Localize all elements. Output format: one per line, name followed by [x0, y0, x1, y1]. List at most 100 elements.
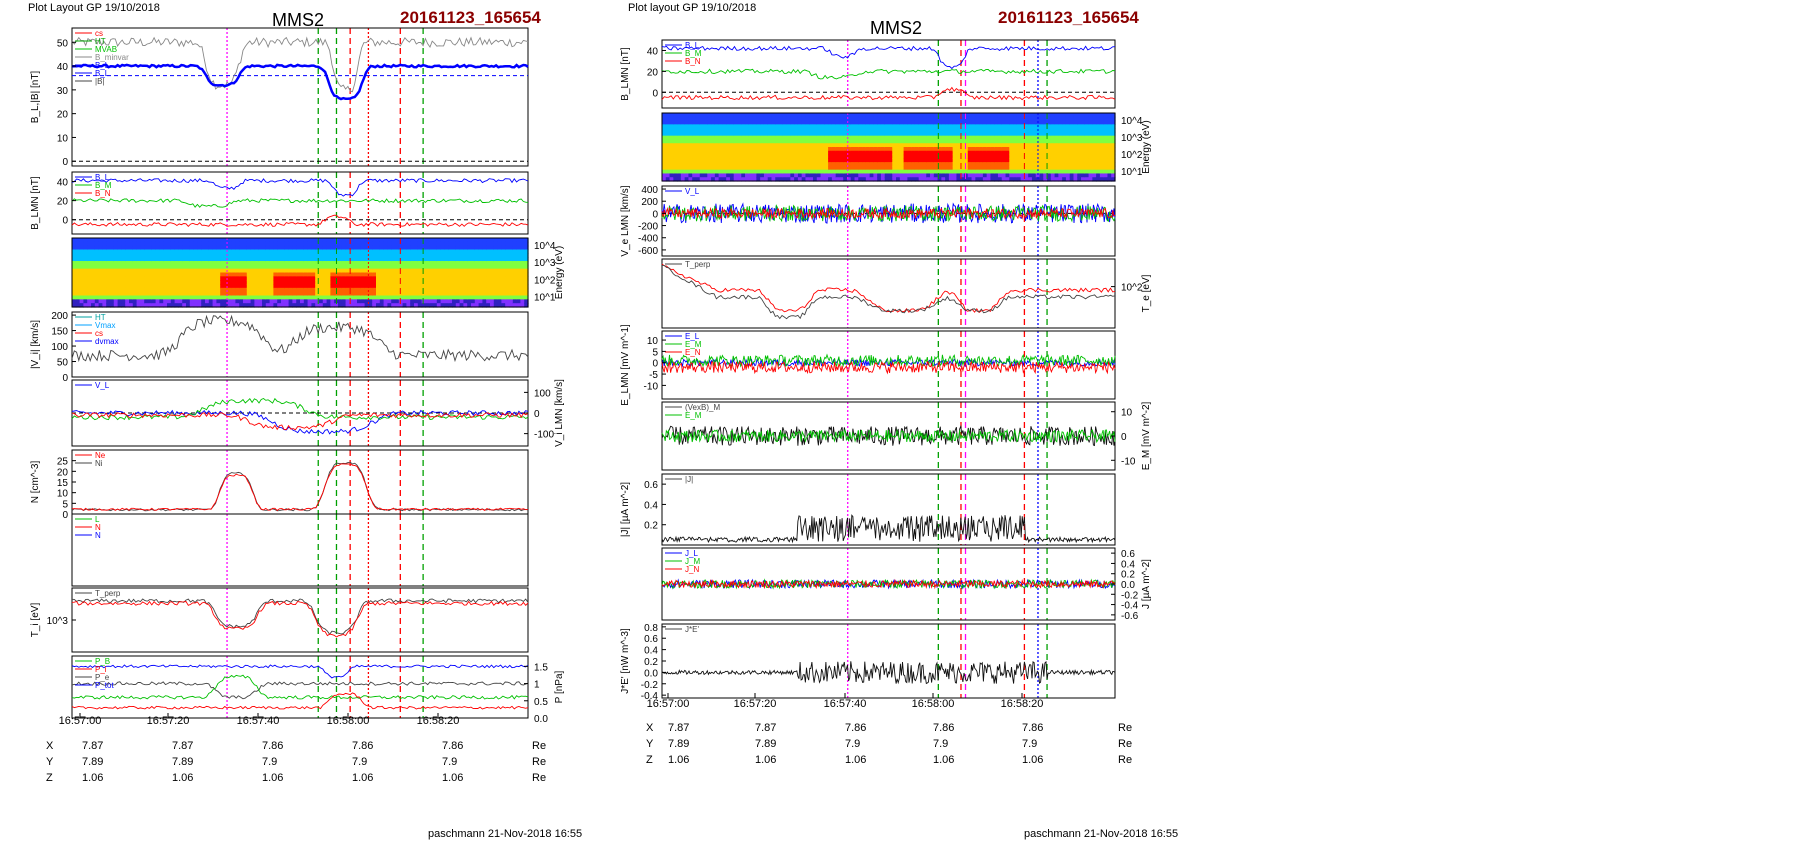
- spectrogram-cell: [865, 162, 871, 167]
- spectrogram-cell: [843, 113, 848, 118]
- spectrogram-cell: [459, 291, 464, 297]
- spectrogram-cell: [121, 272, 126, 277]
- spectrogram-cell: [129, 245, 134, 251]
- spectrogram-cell: [91, 299, 96, 304]
- series-line: [661, 514, 1116, 544]
- spectrogram-cell: [322, 299, 328, 304]
- spectrogram-cell: [918, 169, 924, 175]
- spectrogram-cell: [1043, 139, 1048, 144]
- spectrogram-cell: [406, 245, 411, 251]
- spectrogram-cell: [801, 165, 807, 171]
- spectrogram-cell: [216, 276, 221, 281]
- spectrogram-cell: [695, 135, 701, 141]
- spectrogram-cell: [858, 120, 863, 125]
- spectrogram-cell: [262, 245, 267, 251]
- spectrogram-cell: [490, 303, 495, 308]
- spectrogram-cell: [1058, 173, 1063, 178]
- spectrogram-cell: [501, 299, 506, 304]
- spectrogram-cell: [1088, 139, 1093, 144]
- spectrogram-cell: [87, 264, 92, 270]
- spectrogram-cell: [505, 280, 510, 285]
- spectrogram-cell: [421, 303, 426, 308]
- spectrogram-cell: [748, 169, 754, 175]
- spectrogram-cell: [406, 268, 411, 274]
- spectrogram-cell: [786, 113, 791, 118]
- spectrogram-cell: [1111, 131, 1116, 137]
- spectrogram-cell: [1020, 165, 1025, 171]
- spectrogram-cell: [1092, 165, 1097, 171]
- spectrogram-cell: [816, 169, 822, 175]
- spectrogram-cell: [174, 284, 179, 289]
- spectrogram-cell: [775, 162, 780, 167]
- spectrogram-cell: [760, 116, 765, 122]
- spectrogram-cell: [1035, 162, 1041, 167]
- spectrogram-cell: [292, 238, 297, 243]
- spectrogram-cell: [1020, 120, 1025, 125]
- spectrogram-cell: [665, 124, 671, 129]
- spectrogram-cell: [786, 147, 791, 152]
- spectrogram-cell: [854, 158, 859, 163]
- spectrogram-cell: [110, 276, 115, 281]
- spectrogram-cell: [718, 173, 723, 178]
- spectrogram-cell: [170, 241, 176, 247]
- spectrogram-cell: [726, 165, 731, 171]
- spectrogram-cell: [763, 128, 769, 133]
- spectrogram-cell: [155, 264, 160, 270]
- spectrogram-cell: [163, 276, 168, 281]
- spectrogram-cell: [395, 303, 400, 308]
- spectrogram-cell: [341, 276, 347, 281]
- spectrogram-cell: [964, 147, 969, 152]
- spectrogram-cell: [858, 124, 863, 129]
- spectrogram-cell: [110, 264, 115, 270]
- spectrogram-cell: [892, 147, 897, 152]
- spectrogram-cell: [839, 124, 844, 129]
- spectrogram-cell: [945, 173, 950, 178]
- spectrogram-cell: [820, 154, 825, 159]
- spectrogram-cell: [1073, 147, 1078, 152]
- spectrogram-cell: [398, 261, 404, 266]
- spectrogram-cell: [1050, 173, 1056, 178]
- spectrogram-cell: [831, 116, 837, 122]
- figure-2-header: Plot layout GP 19/10/2018: [628, 2, 757, 14]
- spectrogram-cell: [729, 169, 735, 175]
- spectrogram-cell: [839, 158, 844, 163]
- panel-frame: [661, 112, 1116, 182]
- spectrogram-cell: [227, 295, 233, 300]
- spectrogram-cell: [440, 295, 445, 300]
- spectrogram-cell: [406, 241, 411, 247]
- spectrogram-cell: [756, 158, 761, 163]
- spectrogram-cell: [360, 249, 366, 254]
- spectrogram-cell: [782, 116, 788, 122]
- spectrogram-cell: [398, 284, 404, 289]
- spectrogram-cell: [159, 280, 164, 285]
- spectrogram-cell: [1096, 113, 1101, 118]
- spectrogram-cell: [262, 291, 267, 297]
- spectrogram-cell: [125, 299, 130, 304]
- spectrogram-cell: [707, 131, 712, 137]
- spectrogram-cell: [383, 287, 388, 293]
- spectrogram-cell: [669, 150, 674, 156]
- spectrogram-cell: [140, 257, 145, 262]
- spectrogram-cell: [952, 177, 958, 182]
- spectrogram-cell: [1099, 150, 1105, 156]
- spectrogram-cell: [486, 245, 491, 251]
- spectrogram-cell: [117, 268, 122, 274]
- spectrogram-cell: [741, 158, 746, 163]
- spectrogram-cell: [1103, 120, 1109, 125]
- spectrogram-cell: [979, 120, 984, 125]
- spectrogram-cell: [83, 249, 88, 254]
- y-tick-label: 0.2: [644, 657, 658, 668]
- spectrogram-cell: [1009, 116, 1014, 122]
- spectrogram-cell: [311, 238, 316, 243]
- spectrogram-cell: [364, 287, 369, 293]
- spectrogram-cell: [151, 291, 157, 297]
- spectrogram-cell: [907, 150, 912, 156]
- spectrogram-cell: [763, 131, 769, 137]
- spectrogram-cell: [952, 169, 958, 175]
- spectrogram-cell: [688, 143, 693, 148]
- spectrogram-cell: [345, 241, 350, 247]
- spectrogram-cell: [1084, 162, 1090, 167]
- spectrogram-cell: [813, 113, 818, 118]
- spectrogram-cell: [805, 128, 810, 133]
- spectrogram-cell: [673, 173, 678, 178]
